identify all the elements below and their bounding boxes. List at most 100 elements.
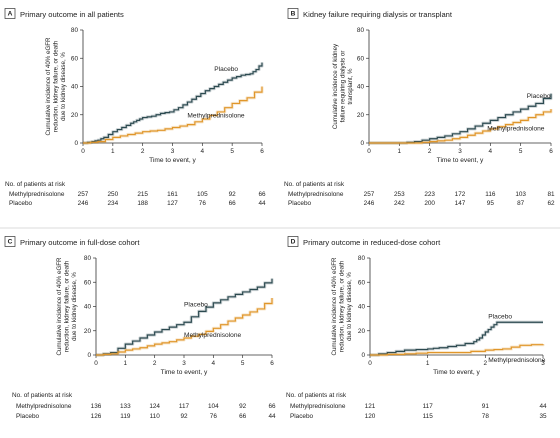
x-tick-label: 1 xyxy=(426,360,430,367)
series-line-methylprednisolone xyxy=(83,86,263,144)
risk-table-heading: No. of patients at risk xyxy=(284,181,345,188)
x-tick-label: 1 xyxy=(111,148,115,155)
risk-value: 66 xyxy=(229,200,237,207)
risk-value: 87 xyxy=(517,200,525,207)
risk-value: 257 xyxy=(364,191,375,198)
y-axis-label-line: Cumulative incidence of 40% eGFR xyxy=(331,257,338,356)
series-label: Methylprednisolone xyxy=(488,357,546,364)
risk-value: 62 xyxy=(547,200,555,207)
panel-letter: A xyxy=(8,11,13,18)
series-label: Methylprednisolone xyxy=(184,332,242,339)
risk-value: 234 xyxy=(107,200,118,207)
series-line-methylprednisolone xyxy=(369,109,552,144)
y-axis-label-line: Cumulative incidence of kidney xyxy=(332,43,339,129)
panel-letter-badge xyxy=(4,236,16,247)
risk-value: 44 xyxy=(258,200,266,207)
series-ci-band xyxy=(96,278,274,357)
series-label: Methylprednisolone xyxy=(187,113,245,120)
risk-value: 44 xyxy=(268,413,276,420)
y-tick-label: 0 xyxy=(360,140,364,147)
x-tick-label: 1 xyxy=(124,360,128,367)
risk-value: 253 xyxy=(394,191,405,198)
risk-row-label: Methylprednisolone xyxy=(288,191,344,198)
risk-value: 92 xyxy=(229,191,237,198)
risk-value: 121 xyxy=(365,403,376,410)
risk-value: 188 xyxy=(137,200,148,207)
panel-letter: D xyxy=(291,239,296,246)
x-tick-label: 5 xyxy=(241,360,245,367)
risk-value: 127 xyxy=(167,200,178,207)
panel-letter-badge xyxy=(287,236,299,247)
x-tick-label: 4 xyxy=(489,148,493,155)
risk-value: 105 xyxy=(197,191,208,198)
x-tick-label: 2 xyxy=(153,360,157,367)
risk-row-label: Placebo xyxy=(9,200,33,207)
panel-c: C Primary outcome in full-dose cohort0204… xyxy=(4,236,276,420)
x-tick-label: 1 xyxy=(398,148,402,155)
risk-value: 66 xyxy=(239,413,247,420)
risk-value: 91 xyxy=(482,403,490,410)
risk-value: 246 xyxy=(364,200,375,207)
x-tick-label: 3 xyxy=(458,148,462,155)
x-tick-label: 0 xyxy=(367,148,371,155)
series-label: Placebo xyxy=(214,66,238,73)
series-line-placebo xyxy=(369,93,552,144)
series-ci-band xyxy=(370,320,543,357)
x-axis-label: Time to event, y xyxy=(149,157,196,164)
y-axis-label-line: due to kidney disease, % xyxy=(71,272,78,341)
x-tick-label: 2 xyxy=(141,148,145,155)
risk-value: 124 xyxy=(149,403,160,410)
series-label: Placebo xyxy=(527,93,551,100)
risk-value: 81 xyxy=(547,191,555,198)
y-tick-label: 60 xyxy=(357,55,365,62)
y-tick-label: 40 xyxy=(84,304,92,311)
y-tick-label: 40 xyxy=(71,84,79,91)
risk-value: 246 xyxy=(78,200,89,207)
risk-value: 119 xyxy=(120,413,131,420)
y-tick-label: 80 xyxy=(84,255,92,262)
risk-value: 215 xyxy=(137,191,148,198)
x-tick-label: 0 xyxy=(81,148,85,155)
y-axis-label-line: reduction, kidney failure, or death xyxy=(64,260,71,352)
x-tick-label: 6 xyxy=(270,360,274,367)
y-axis-label-line: transplant, % xyxy=(347,68,354,105)
risk-value: 76 xyxy=(199,200,207,207)
x-tick-label: 0 xyxy=(368,360,372,367)
risk-value: 110 xyxy=(150,413,161,420)
risk-value: 147 xyxy=(455,200,466,207)
panel-letter-badge xyxy=(287,8,299,19)
y-tick-label: 40 xyxy=(357,84,365,91)
risk-row-label: Placebo xyxy=(290,413,314,420)
y-tick-label: 60 xyxy=(71,55,79,62)
panel-d: D Primary outcome in reduced-dose cohort 0… xyxy=(286,236,547,420)
panel-title: Primary outcome in full-dose cohort xyxy=(20,238,140,247)
y-axis-label-line: Cumulative incidence of 40% eGFR xyxy=(45,37,52,136)
y-tick-label: 0 xyxy=(361,352,365,359)
y-tick-label: 80 xyxy=(71,27,79,34)
series-label: Placebo xyxy=(488,314,512,321)
risk-value: 66 xyxy=(268,403,276,410)
risk-table-heading: No. of patients at risk xyxy=(5,181,66,188)
risk-value: 116 xyxy=(485,191,496,198)
y-tick-label: 40 xyxy=(358,304,366,311)
risk-value: 95 xyxy=(487,200,495,207)
x-tick-label: 4 xyxy=(212,360,216,367)
risk-value: 223 xyxy=(424,191,435,198)
panel-a: A Primary outcome in all patients 0 20 40 60 8… xyxy=(4,8,266,207)
risk-row-label: Methylprednisolone xyxy=(290,403,346,410)
series-line-placebo xyxy=(83,62,263,144)
x-tick-label: 6 xyxy=(260,148,264,155)
series-line-placebo xyxy=(370,321,543,356)
y-tick-label: 60 xyxy=(358,279,366,286)
risk-value: 66 xyxy=(258,191,266,198)
series-line-placebo xyxy=(96,278,273,356)
panel-title: Primary outcome in reduced-dose cohort xyxy=(303,238,441,247)
risk-value: 172 xyxy=(455,191,466,198)
series-line-methylprednisolone xyxy=(370,344,544,356)
risk-value: 76 xyxy=(210,413,218,420)
panel-title: Primary outcome in all patients xyxy=(20,10,124,19)
y-tick-label: 20 xyxy=(71,112,79,119)
y-axis-label-line: due to kidney disease, % xyxy=(346,272,353,341)
risk-row-label: Placebo xyxy=(288,200,312,207)
risk-value: 115 xyxy=(423,413,434,420)
